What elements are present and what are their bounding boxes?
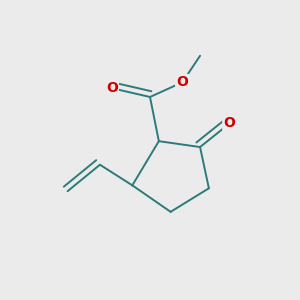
- Text: O: O: [176, 75, 188, 89]
- Text: O: O: [106, 81, 118, 95]
- Text: O: O: [224, 116, 236, 130]
